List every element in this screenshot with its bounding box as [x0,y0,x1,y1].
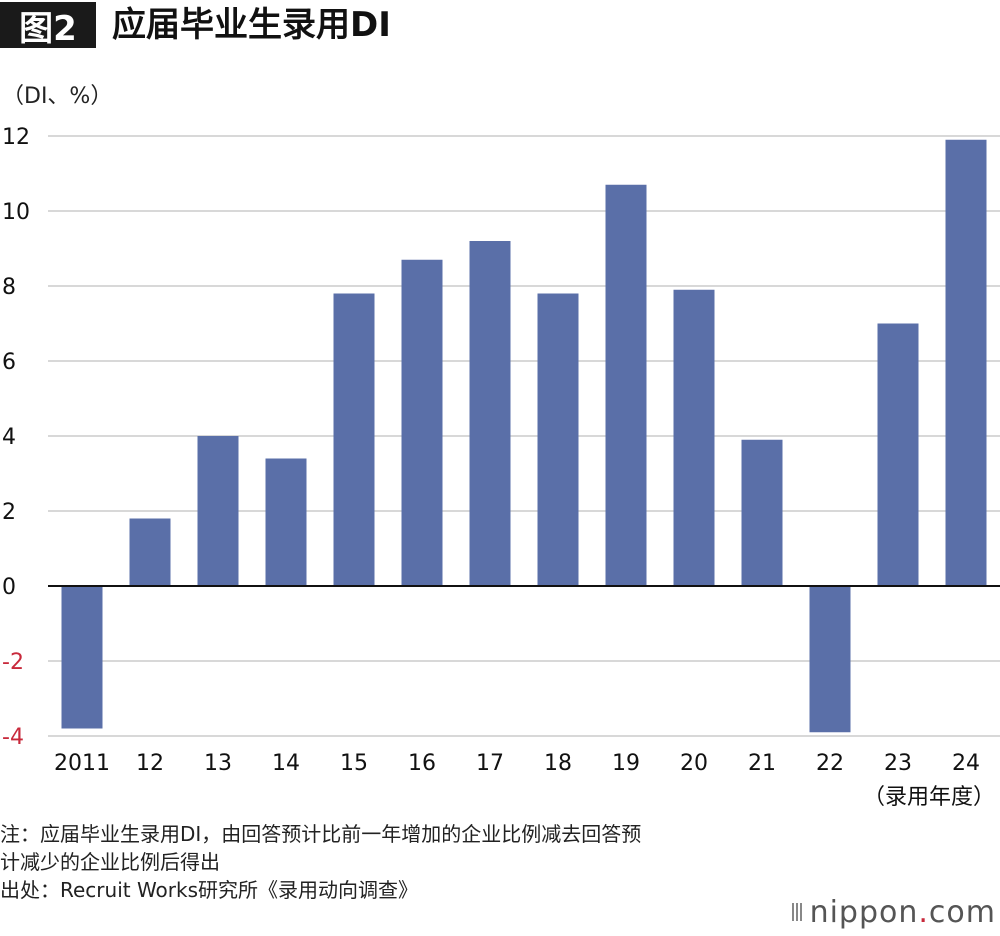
bar-21 [741,439,783,586]
bar-13 [197,436,239,586]
y-tick-label: 2 [2,500,16,525]
x-tick-label: 2011 [54,751,110,776]
nippon-logo: nippon. com [791,894,996,930]
figure-title: 应届毕业生录用DI [112,5,391,45]
x-tick-label: 19 [612,751,640,776]
x-tick-label: 23 [884,751,912,776]
x-tick-label: 13 [204,751,232,776]
note-line-2: 计减少的企业比例后得出 [0,850,220,874]
y-axis-unit-label: （DI、%） [2,84,113,109]
bar-23 [877,323,919,586]
bar-17 [469,241,511,586]
x-tick-label: 14 [272,751,300,776]
bar-15 [333,293,375,586]
note-line-1: 注：应届毕业生录用DI，由回答预计比前一年增加的企业比例减去回答预 [0,822,642,846]
y-tick-label: 12 [2,125,30,150]
bar-19 [605,184,647,586]
x-tick-label: 12 [136,751,164,776]
logo-name: nippon [809,894,919,930]
bar-14 [265,458,307,586]
bar-24 [945,139,987,586]
x-tick-label: 18 [544,751,572,776]
bar-18 [537,293,579,586]
x-tick-label: 24 [952,751,980,776]
bar-20 [673,289,715,586]
y-tick-label: 4 [2,425,16,450]
bar-22 [809,586,851,733]
y-tick-label: -4 [2,725,24,750]
logo-bars-icon [791,903,802,921]
x-axis-label: （录用年度） [863,785,995,810]
y-tick-label: 8 [2,275,16,300]
x-tick-label: 20 [680,751,708,776]
x-tick-label: 17 [476,751,504,776]
y-tick-label: 0 [2,575,16,600]
y-tick-label: 6 [2,350,16,375]
y-tick-label: 10 [2,200,30,225]
bars [61,139,987,733]
x-tick-label: 22 [816,751,844,776]
x-tick-labels: 2011 12 13 14 15 16 17 18 19 20 21 22 23 24 （录用年度） [54,751,995,810]
grid-lines [48,135,1000,737]
source-line: 出处：Recruit Works研究所《录用动向调查》 [0,878,419,902]
bar-16 [401,259,443,586]
logo-dot: . [918,894,929,930]
bar-12 [129,518,171,586]
x-tick-label: 16 [408,751,436,776]
y-tick-labels: 12 10 8 6 4 2 0 -2 -4 [2,125,30,750]
logo-tld: com [928,894,996,930]
x-tick-label: 21 [748,751,776,776]
y-tick-label: -2 [2,650,24,675]
x-tick-label: 15 [340,751,368,776]
figure-badge: 图2 [0,2,96,49]
bar-2011 [61,586,103,729]
